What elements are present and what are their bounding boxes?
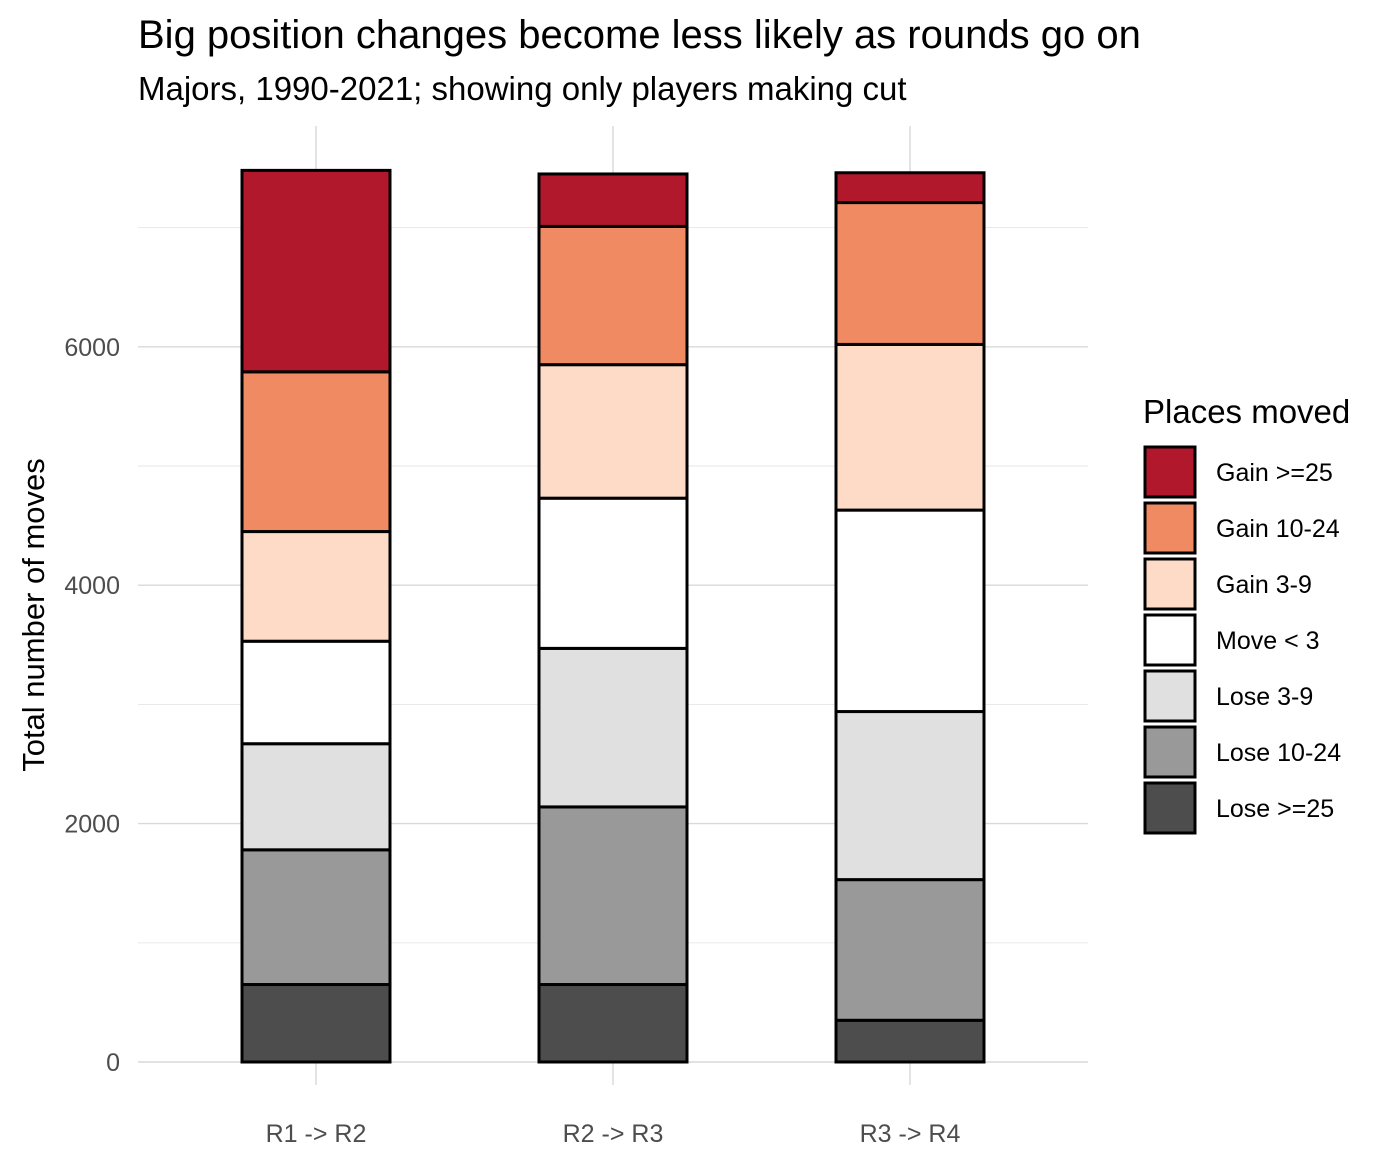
bar-stack	[240, 168, 392, 1064]
legend: Places moved Gain >=25 Gain 10-24 Gain 3-9…	[1143, 393, 1350, 835]
y-tick-label: 2000	[64, 811, 120, 839]
bar-segment-move-3	[537, 496, 689, 650]
legend-label: Lose 3-9	[1216, 683, 1313, 711]
legend-label: Gain 3-9	[1216, 571, 1312, 599]
bar-segment-gain-25	[240, 168, 392, 374]
legend-label: Lose 10-24	[1216, 739, 1341, 767]
bar-segment-lose-10-24	[240, 848, 392, 987]
legend-swatch	[1143, 613, 1197, 667]
bar-segment-gain-3-9	[537, 363, 689, 500]
bar-segment-gain-10-24	[240, 370, 392, 534]
legend-item: Gain 10-24	[1143, 501, 1340, 555]
legend-label: Gain >=25	[1216, 459, 1333, 487]
bar-segment-gain-3-9	[834, 342, 986, 512]
legend-label: Gain 10-24	[1216, 515, 1340, 543]
legend-item: Gain >=25	[1143, 445, 1333, 499]
legend-swatch	[1143, 501, 1197, 555]
legend-label: Lose >=25	[1216, 795, 1334, 823]
legend-item: Move < 3	[1143, 613, 1320, 667]
bar-stack	[834, 171, 986, 1064]
bar-segment-gain-10-24	[834, 201, 986, 346]
bar-stack	[537, 172, 689, 1064]
bar-segment-gain-25	[834, 171, 986, 205]
y-axis-ticks: 0 2000 4000 6000	[64, 334, 120, 1077]
bar-segment-gain-25	[537, 172, 689, 228]
y-tick-label: 4000	[64, 572, 120, 600]
x-tick-label: R3 -> R4	[860, 1120, 961, 1148]
bar-segment-lose-3-9	[834, 710, 986, 882]
bar-segment-lose-3-9	[537, 646, 689, 809]
legend-swatch	[1143, 557, 1197, 611]
y-tick-label: 0	[106, 1049, 120, 1077]
x-axis-ticks: R1 -> R2 R2 -> R3 R3 -> R4	[266, 1120, 961, 1148]
bar-segment-lose-25	[240, 983, 392, 1064]
chart-subtitle: Majors, 1990-2021; showing only players …	[138, 70, 907, 107]
bar-segment-lose-10-24	[834, 878, 986, 1022]
bars	[240, 168, 986, 1064]
legend-swatch	[1143, 445, 1197, 499]
bar-segment-gain-10-24	[537, 224, 689, 367]
legend-items: Gain >=25 Gain 10-24 Gain 3-9 Move < 3 Lose …	[1143, 445, 1341, 835]
legend-swatch	[1143, 669, 1197, 723]
bar-segment-move-3	[240, 639, 392, 746]
bar-segment-move-3	[834, 508, 986, 714]
bar-segment-gain-3-9	[240, 530, 392, 643]
x-tick-label: R2 -> R3	[563, 1120, 664, 1148]
legend-swatch	[1143, 781, 1197, 835]
bar-segment-lose-25	[537, 983, 689, 1064]
legend-item: Lose 10-24	[1143, 725, 1341, 779]
legend-item: Lose 3-9	[1143, 669, 1313, 723]
legend-label: Move < 3	[1216, 627, 1320, 655]
y-tick-label: 6000	[64, 334, 120, 362]
legend-swatch	[1143, 725, 1197, 779]
chart-title: Big position changes become less likely …	[138, 13, 1141, 57]
legend-item: Lose >=25	[1143, 781, 1334, 835]
bar-segment-lose-10-24	[537, 805, 689, 987]
bar-segment-lose-3-9	[240, 742, 392, 852]
x-tick-label: R1 -> R2	[266, 1120, 367, 1148]
y-axis-title: Total number of moves	[16, 458, 51, 772]
legend-item: Gain 3-9	[1143, 557, 1312, 611]
bar-segment-lose-25	[834, 1018, 986, 1064]
legend-title: Places moved	[1143, 393, 1350, 430]
